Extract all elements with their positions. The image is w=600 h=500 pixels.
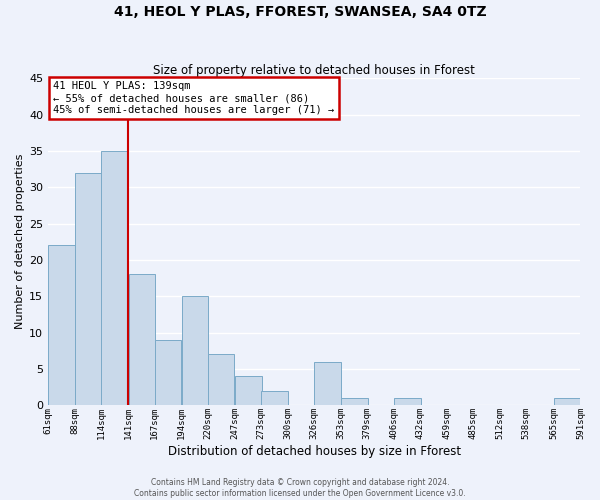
X-axis label: Distribution of detached houses by size in Fforest: Distribution of detached houses by size … xyxy=(168,444,461,458)
Y-axis label: Number of detached properties: Number of detached properties xyxy=(15,154,25,330)
Title: Size of property relative to detached houses in Fforest: Size of property relative to detached ho… xyxy=(154,64,475,77)
Bar xyxy=(554,398,580,406)
Bar xyxy=(341,398,368,406)
Bar xyxy=(208,354,235,406)
Bar xyxy=(155,340,181,406)
Text: Contains HM Land Registry data © Crown copyright and database right 2024.
Contai: Contains HM Land Registry data © Crown c… xyxy=(134,478,466,498)
Bar xyxy=(101,151,128,406)
Bar xyxy=(261,391,287,406)
Bar xyxy=(314,362,341,406)
Bar xyxy=(76,172,102,406)
Bar xyxy=(235,376,262,406)
Bar xyxy=(394,398,421,406)
Bar xyxy=(128,274,155,406)
Bar xyxy=(182,296,208,406)
Text: 41, HEOL Y PLAS, FFOREST, SWANSEA, SA4 0TZ: 41, HEOL Y PLAS, FFOREST, SWANSEA, SA4 0… xyxy=(113,5,487,19)
Bar xyxy=(49,246,75,406)
Text: 41 HEOL Y PLAS: 139sqm
← 55% of detached houses are smaller (86)
45% of semi-det: 41 HEOL Y PLAS: 139sqm ← 55% of detached… xyxy=(53,82,335,114)
